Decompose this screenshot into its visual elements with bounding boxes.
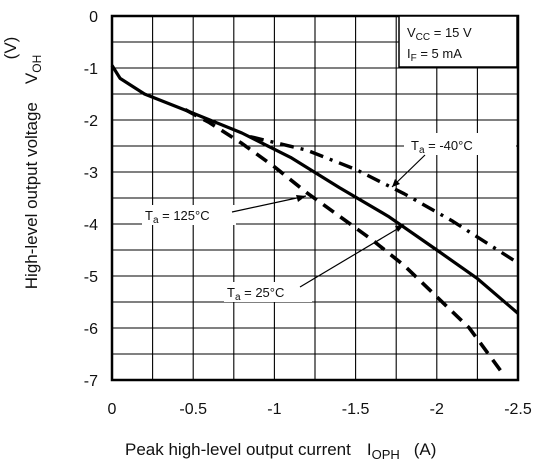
y-tick-labels: 0 -1 -2 -3 -4 -5 -6 -7	[84, 9, 98, 390]
y-tick-label: -4	[84, 217, 98, 234]
y-axis-title: High-level output voltageVOH	[22, 55, 44, 289]
series-line-125	[184, 108, 504, 374]
x-tick-label: -2	[430, 401, 444, 418]
series-label-125: Ta = 125°C	[145, 208, 210, 226]
conditions-box: VCC = 15 V IF = 5 mA	[398, 15, 518, 68]
series-label-25: Ta = 25°C	[227, 285, 284, 303]
x-tick-labels: 0 -0.5 -1 -1.5 -2 -2.5	[108, 401, 532, 418]
annotation-125: Ta = 125°C	[142, 195, 307, 226]
annotation-25: Ta = 25°C	[224, 224, 405, 303]
y-tick-label: -2	[84, 113, 98, 130]
condition-vcc: VCC = 15 V	[407, 25, 472, 43]
annotation-minus40: Ta = -40°C	[391, 133, 516, 188]
x-tick-label: 0	[108, 401, 117, 418]
series-label-minus40: Ta = -40°C	[411, 138, 473, 156]
annotation-25-arrow	[299, 224, 405, 288]
y-axis-title-text: High-level output voltageVOH	[22, 55, 44, 289]
annotation-25-backdrop	[224, 282, 312, 302]
annotation-125-arrowhead	[296, 195, 306, 202]
series-layer	[110, 64, 520, 374]
x-tick-label: -2.5	[504, 401, 532, 418]
y-tick-label: -6	[84, 321, 98, 338]
y-tick-label: -3	[84, 165, 98, 182]
x-axis-title: Peak high-level output current IOPH (A)	[125, 440, 436, 462]
y-tick-label: -5	[84, 269, 98, 286]
y-tick-label: 0	[89, 9, 98, 26]
series-line-25	[110, 64, 520, 315]
annotation-125-backdrop	[142, 205, 236, 225]
annotation-minus40-arrowhead	[392, 179, 400, 187]
annotation-minus40-backdrop	[404, 133, 516, 155]
y-axis-unit-text: (V)	[1, 37, 20, 60]
x-tick-label: -1.5	[342, 401, 370, 418]
plot-frame	[110, 14, 520, 382]
x-tick-label: -1	[267, 401, 281, 418]
annotation-125-arrow	[231, 195, 307, 213]
y-tick-label: -7	[84, 373, 98, 390]
y-axis-unit: (V)	[1, 37, 20, 60]
condition-if: IF = 5 mA	[407, 46, 462, 64]
y-tick-label: -1	[84, 61, 98, 78]
conditions-box-frame	[398, 15, 518, 68]
x-tick-label: -0.5	[179, 401, 207, 418]
annotation-25-arrowhead	[395, 225, 404, 232]
